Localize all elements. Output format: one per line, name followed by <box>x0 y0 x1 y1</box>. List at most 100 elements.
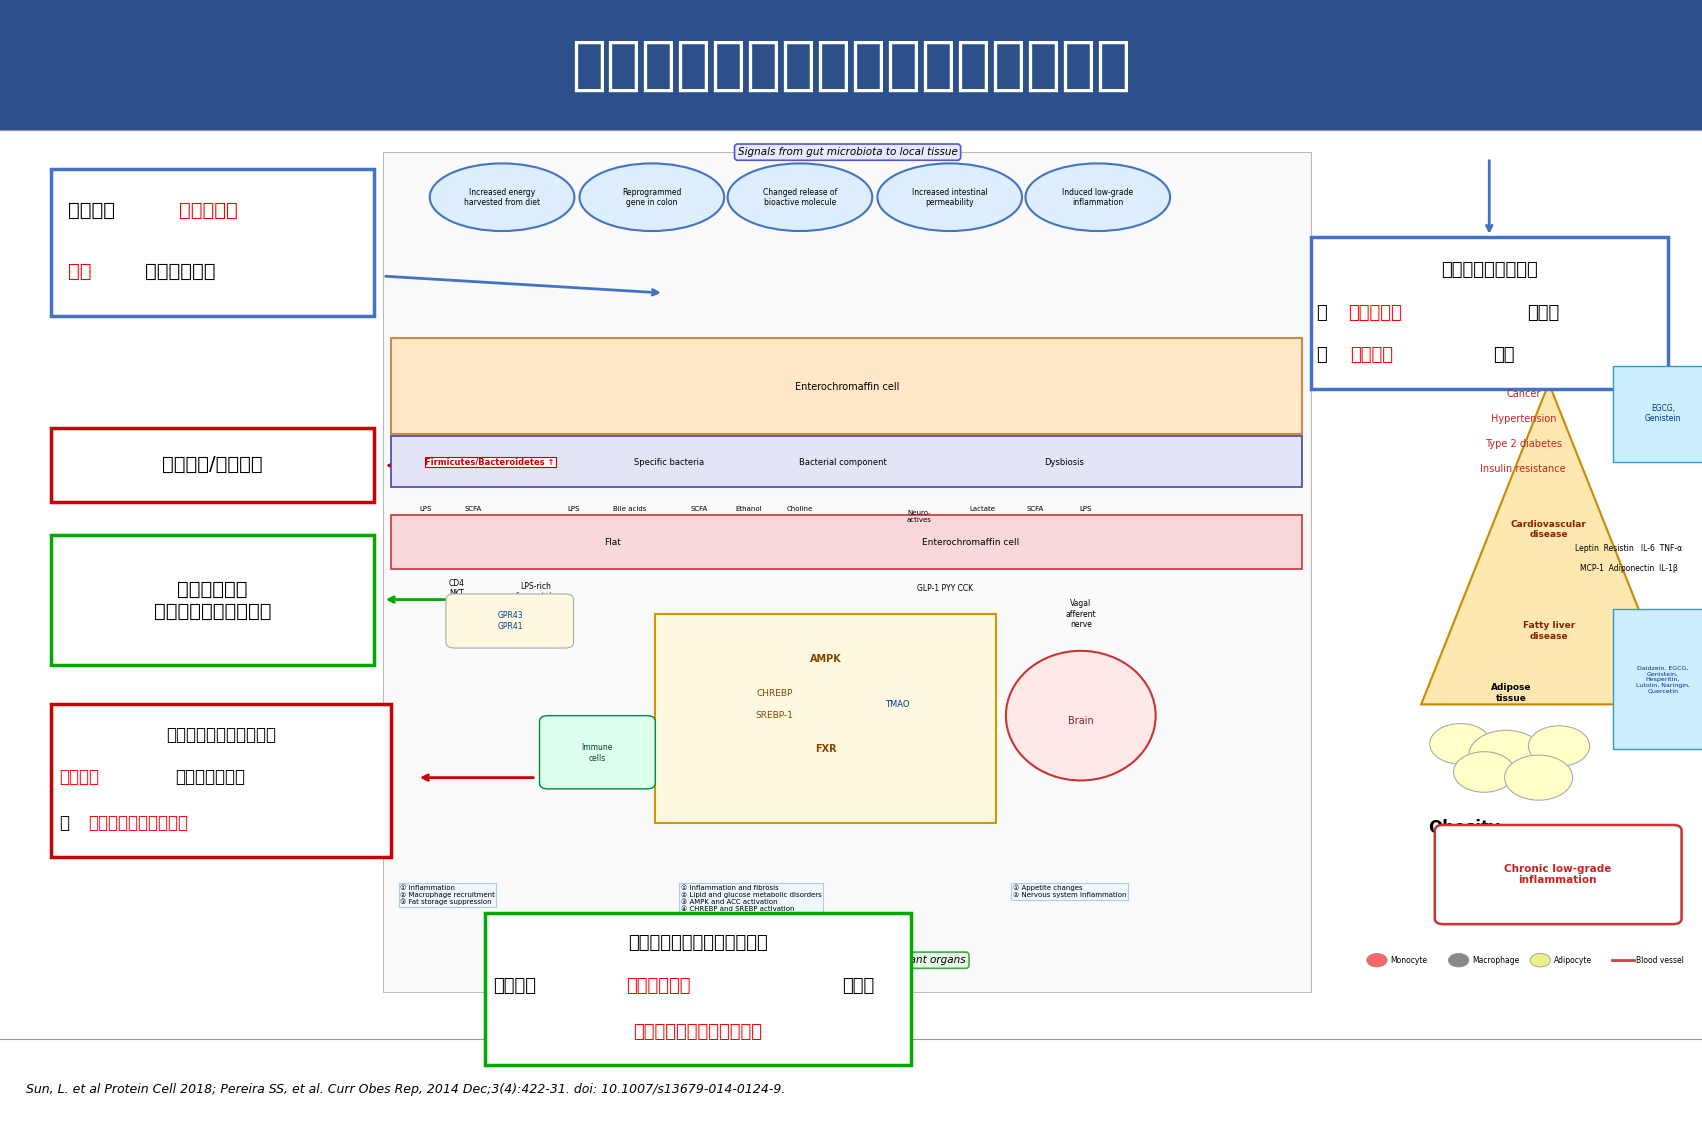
Ellipse shape <box>1025 163 1171 231</box>
Ellipse shape <box>429 163 574 231</box>
Text: 诱导肥胖的发生和发展: 诱导肥胖的发生和发展 <box>89 814 189 832</box>
Text: ① Inflammation and fibrosis
② Lipid and glucose metabolic disorders
③ AMPK and A: ① Inflammation and fibrosis ② Lipid and … <box>681 885 822 926</box>
Text: Chronic low-grade
inflammation: Chronic low-grade inflammation <box>1503 863 1612 886</box>
Text: 通路调控: 通路调控 <box>494 977 536 995</box>
Text: Obesity: Obesity <box>1428 819 1499 837</box>
FancyBboxPatch shape <box>51 428 374 502</box>
Text: LPS: LPS <box>419 506 432 513</box>
Text: SCFA: SCFA <box>691 506 708 513</box>
Text: Type 2 diabetes: Type 2 diabetes <box>1484 440 1562 449</box>
FancyBboxPatch shape <box>1311 237 1668 389</box>
Circle shape <box>1367 953 1387 967</box>
Text: 肠道菌群代谢产物介导的信号: 肠道菌群代谢产物介导的信号 <box>628 934 768 952</box>
Text: Lactate: Lactate <box>968 506 996 513</box>
Text: Ethanol: Ethanol <box>735 506 762 513</box>
Text: Firmicutes/Bacteroidetes ↑: Firmicutes/Bacteroidetes ↑ <box>426 458 555 467</box>
Text: Increased intestinal
permeability: Increased intestinal permeability <box>912 187 987 207</box>
Text: Dysbiosis: Dysbiosis <box>1043 458 1084 467</box>
FancyBboxPatch shape <box>446 594 574 648</box>
Text: ① Appetite changes
② Nervous system inflammation: ① Appetite changes ② Nervous system infl… <box>1013 885 1127 898</box>
Circle shape <box>1505 755 1573 800</box>
FancyBboxPatch shape <box>391 436 1302 487</box>
Text: SREBP-1: SREBP-1 <box>756 711 793 720</box>
Text: Flat: Flat <box>604 538 621 547</box>
Text: 增大以: 增大以 <box>1527 304 1559 321</box>
FancyBboxPatch shape <box>1613 609 1702 749</box>
Text: LPS: LPS <box>567 506 580 513</box>
Text: Bile acids: Bile acids <box>613 506 647 513</box>
Text: AMPK: AMPK <box>810 655 841 664</box>
Text: Brain: Brain <box>1067 717 1094 726</box>
Text: Monocyte: Monocyte <box>1391 956 1428 965</box>
Text: 轻度炎症: 轻度炎症 <box>1350 346 1392 364</box>
Text: FXR: FXR <box>815 745 836 754</box>
Text: 道: 道 <box>1316 304 1326 321</box>
Text: Enterochromaffin cell: Enterochromaffin cell <box>921 538 1019 547</box>
Polygon shape <box>1421 383 1676 704</box>
Text: LPS-rich
lipoprotein: LPS-rich lipoprotein <box>516 582 557 602</box>
Text: Daidzein, EGCG,
Genistein,
Hesperitin,
Lutolin, Naringin,
Quercetin: Daidzein, EGCG, Genistein, Hesperitin, L… <box>1636 665 1690 694</box>
Text: Vagal
afferent
nerve: Vagal afferent nerve <box>1065 600 1096 629</box>
Text: LPS: LPS <box>1079 506 1093 513</box>
FancyBboxPatch shape <box>51 535 374 665</box>
Text: Cancer: Cancer <box>1506 390 1540 399</box>
Text: Specific bacteria: Specific bacteria <box>633 458 705 467</box>
Text: Hypertension: Hypertension <box>1491 415 1556 424</box>
FancyBboxPatch shape <box>540 716 655 789</box>
Text: Adipocyte: Adipocyte <box>1554 956 1591 965</box>
Text: Bacterial component: Bacterial component <box>798 458 887 467</box>
Text: Insulin resistance: Insulin resistance <box>1481 464 1566 473</box>
Text: 炎症、肝纤维化以及肝损伤: 炎症、肝纤维化以及肝损伤 <box>633 1022 762 1040</box>
Text: 短链脂肪酸: 短链脂肪酸 <box>179 201 238 220</box>
Text: 肠道菌群紊乱诱导肠: 肠道菌群紊乱诱导肠 <box>1442 261 1537 279</box>
Ellipse shape <box>727 163 873 231</box>
Text: SCFA: SCFA <box>465 506 482 513</box>
Ellipse shape <box>878 163 1021 231</box>
Text: Fatty liver
disease: Fatty liver disease <box>1523 621 1574 641</box>
Text: Increased energy
harvested from diet: Increased energy harvested from diet <box>465 187 540 207</box>
FancyBboxPatch shape <box>655 614 996 823</box>
Text: MCP-1  Adiponectin  IL-1β: MCP-1 Adiponectin IL-1β <box>1579 564 1678 573</box>
Text: Signals from gut microbiota to distant organs: Signals from gut microbiota to distant o… <box>728 956 967 965</box>
Circle shape <box>1430 724 1491 764</box>
Text: 额外能量: 额外能量 <box>60 769 100 787</box>
Text: Macrophage: Macrophage <box>1472 956 1520 965</box>
Circle shape <box>1528 726 1590 766</box>
Text: Leptin  Resistin   IL-6  TNF-α: Leptin Resistin IL-6 TNF-α <box>1576 544 1682 553</box>
Text: 肠道上皮细胞
人体免疫的第一道屏障: 肠道上皮细胞 人体免疫的第一道屏障 <box>153 579 272 621</box>
Circle shape <box>1530 953 1551 967</box>
Text: 反应: 反应 <box>1493 346 1515 364</box>
Text: SCFA: SCFA <box>1026 506 1043 513</box>
Text: Signals from gut microbiota to local tissue: Signals from gut microbiota to local tis… <box>737 148 958 157</box>
FancyBboxPatch shape <box>1613 366 1702 462</box>
Text: GLP-1 PYY CCK: GLP-1 PYY CCK <box>917 584 972 593</box>
Text: 吸收: 吸收 <box>68 263 92 281</box>
FancyBboxPatch shape <box>391 338 1302 434</box>
FancyBboxPatch shape <box>391 515 1302 569</box>
Circle shape <box>1448 953 1469 967</box>
Text: 后壁菌门/拟杆菌门: 后壁菌门/拟杆菌门 <box>162 455 264 474</box>
Text: GPR43
GPR41: GPR43 GPR41 <box>497 611 524 631</box>
Text: 织: 织 <box>60 814 70 832</box>
Text: TMAO: TMAO <box>885 700 909 709</box>
Text: Blood vessel: Blood vessel <box>1636 956 1683 965</box>
Text: 黏膜通透性: 黏膜通透性 <box>1348 304 1402 321</box>
Text: 肠道菌群代谢产物贡献的: 肠道菌群代谢产物贡献的 <box>167 726 276 744</box>
Text: ① Inflammation
② Macrophage recruitment
③ Fat storage suppression: ① Inflammation ② Macrophage recruitment … <box>400 885 495 905</box>
FancyBboxPatch shape <box>485 913 911 1065</box>
Text: Neuro-
actives: Neuro- actives <box>907 509 931 523</box>
FancyBboxPatch shape <box>1435 825 1682 924</box>
Text: Enterochromaffin cell: Enterochromaffin cell <box>795 382 900 391</box>
Text: 增加宿主: 增加宿主 <box>68 201 116 220</box>
Ellipse shape <box>1006 650 1156 780</box>
Text: CD4
NKT: CD4 NKT <box>448 578 465 598</box>
Circle shape <box>1469 730 1544 780</box>
Ellipse shape <box>579 163 725 231</box>
Text: Induced low-grade
inflammation: Induced low-grade inflammation <box>1062 187 1134 207</box>
Text: ，诱导: ，诱导 <box>842 977 875 995</box>
Text: 及: 及 <box>1316 346 1326 364</box>
Text: Adipose
tissue: Adipose tissue <box>1491 683 1532 703</box>
Text: CHREBP: CHREBP <box>756 689 793 698</box>
FancyBboxPatch shape <box>383 152 1311 992</box>
FancyBboxPatch shape <box>51 704 391 857</box>
